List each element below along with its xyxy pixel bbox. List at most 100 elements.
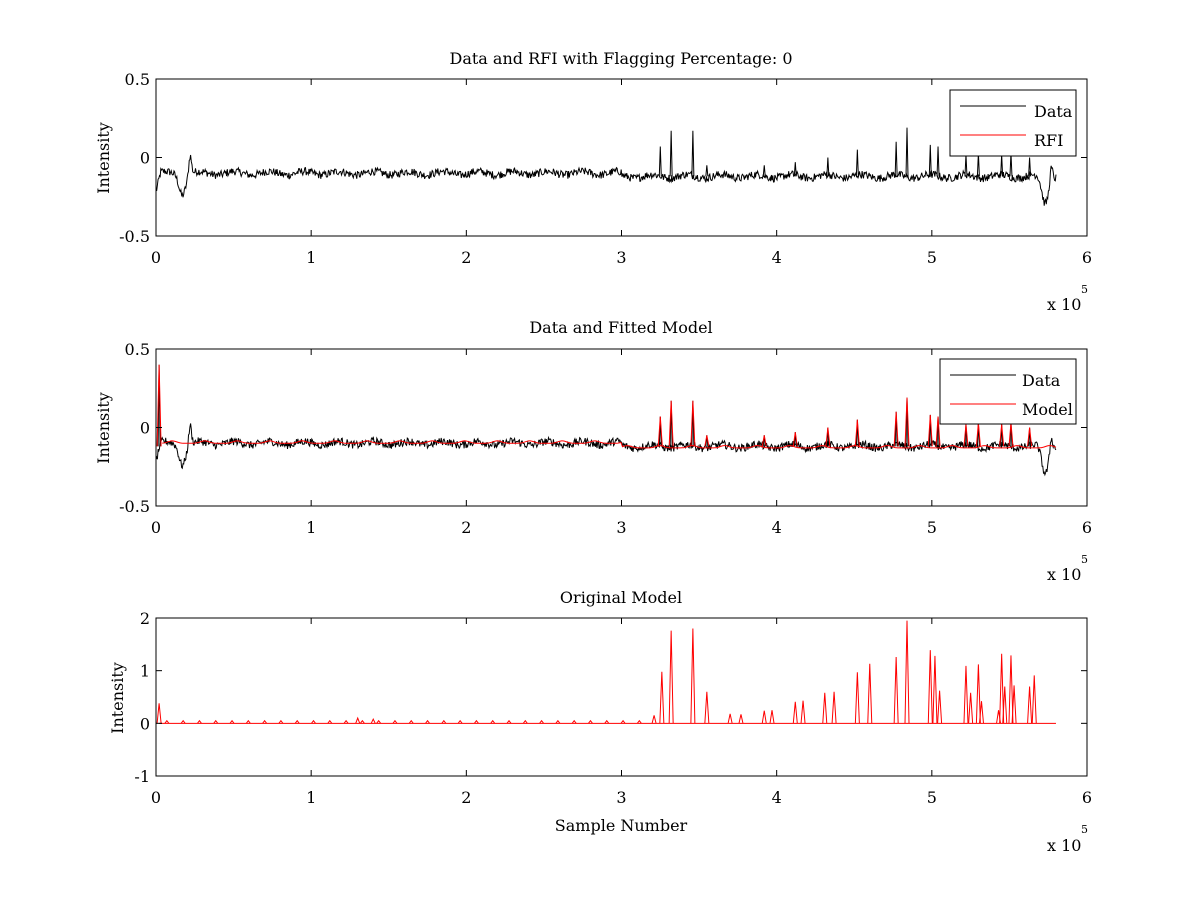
- x-multiplier-exponent: 5: [1081, 823, 1088, 836]
- model-spike: [999, 653, 1005, 724]
- data-spike: [658, 146, 662, 177]
- legend-box: [939, 358, 1077, 425]
- legend-label-rfi: RFI: [1034, 131, 1063, 150]
- model-spike: [1027, 427, 1033, 447]
- legend-label-model: Model: [1022, 400, 1073, 419]
- x-tick-label: 5: [927, 788, 937, 807]
- model-minor-peak: [441, 719, 447, 724]
- model-minor-peak: [522, 719, 528, 724]
- x-tick-label: 5: [927, 248, 937, 267]
- model-spike: [370, 717, 376, 724]
- data-spike: [826, 157, 830, 177]
- x-tick-label: 4: [772, 788, 782, 807]
- x-tick-label: 0: [151, 788, 161, 807]
- model-minor-peak: [278, 719, 284, 724]
- data-spike: [894, 141, 898, 177]
- data-spike: [705, 165, 709, 177]
- model-spike: [867, 663, 873, 724]
- model-spike: [1002, 686, 1008, 724]
- data-spike: [691, 130, 695, 177]
- data-spike: [762, 165, 766, 177]
- x-tick-label: 4: [772, 248, 782, 267]
- model-spike: [769, 710, 775, 724]
- model-spike: [1027, 686, 1033, 724]
- series-model-line: [162, 440, 1057, 449]
- model-minor-peak: [229, 719, 235, 724]
- model-minor-peak: [376, 719, 382, 724]
- x-tick-label: 2: [461, 248, 471, 267]
- model-minor-peak: [392, 719, 398, 724]
- legend-label-data: Data: [1034, 102, 1073, 121]
- x-tick-label: 2: [461, 518, 471, 537]
- model-spike: [825, 427, 831, 447]
- y-tick-label: 0.5: [125, 70, 150, 89]
- y-tick-label: 0: [140, 419, 150, 438]
- model-spike: [156, 703, 162, 724]
- data-spike: [936, 146, 940, 177]
- x-tick-label: 6: [1082, 788, 1092, 807]
- x-multiplier-base: x 10: [1047, 565, 1081, 584]
- x-tick-label: 2: [461, 788, 471, 807]
- model-spike: [738, 714, 744, 724]
- model-spike: [978, 701, 984, 724]
- model-minor-peak: [408, 719, 414, 724]
- model-spike: [937, 690, 943, 724]
- data-spike: [928, 144, 932, 177]
- x-tick-label: 5: [927, 518, 937, 537]
- y-tick-label: 0.5: [125, 340, 150, 359]
- model-minor-peak: [180, 719, 186, 724]
- model-spike: [968, 692, 974, 724]
- y-axis-label: Intensity: [94, 392, 113, 464]
- model-spike: [659, 671, 665, 724]
- model-minor-peak: [457, 719, 463, 724]
- model-minor-peak: [327, 719, 333, 724]
- model-minor-peak: [604, 719, 610, 724]
- model-minor-peak: [245, 719, 251, 724]
- x-tick-label: 3: [616, 788, 626, 807]
- x-tick-label: 1: [306, 788, 316, 807]
- data-spike: [855, 149, 859, 177]
- x-tick-label: 0: [151, 248, 161, 267]
- x-axis-label: Sample Number: [555, 816, 688, 835]
- x-multiplier-base: x 10: [1047, 836, 1081, 855]
- legend: Data Model: [939, 358, 1077, 425]
- model-minor-peak: [506, 719, 512, 724]
- model-spike: [927, 414, 933, 447]
- x-tick-label: 3: [616, 518, 626, 537]
- model-spike: [704, 435, 710, 447]
- model-spike: [975, 664, 981, 724]
- model-spike: [800, 700, 806, 724]
- model-spike: [963, 665, 969, 724]
- model-spike: [904, 620, 910, 724]
- x-tick-label: 3: [616, 248, 626, 267]
- model-spike: [935, 416, 941, 447]
- model-spike: [668, 400, 674, 447]
- model-minor-peak: [636, 719, 642, 724]
- data-spike: [793, 162, 797, 177]
- model-spike: [355, 716, 361, 724]
- legend-label-data: Data: [1022, 371, 1061, 390]
- model-spike: [792, 701, 798, 724]
- x-multiplier-base: x 10: [1047, 295, 1081, 314]
- data-spike: [669, 130, 673, 177]
- model-minor-peak: [343, 719, 349, 724]
- model-spike: [690, 400, 696, 447]
- y-tick-label: 0: [140, 714, 150, 733]
- model-spike: [927, 650, 933, 724]
- model-minor-peak: [555, 719, 561, 724]
- x-multiplier-exponent: 5: [1081, 553, 1088, 566]
- model-spike: [761, 710, 767, 724]
- model-spike: [854, 419, 860, 447]
- model-minor-peak: [164, 719, 170, 724]
- x-tick-label: 0: [151, 518, 161, 537]
- axis-ticks: 0 1 2 3 4 5 60.50-0.5: [119, 340, 1092, 537]
- x-tick-label: 1: [306, 518, 316, 537]
- model-minor-peak: [213, 719, 219, 724]
- panel-data-rfi: Data and RFI with Flagging Percentage: 0…: [94, 49, 1092, 314]
- model-minor-peak: [620, 719, 626, 724]
- model-spike: [727, 713, 733, 724]
- model-minor-peak: [294, 719, 300, 724]
- model-spike: [1008, 655, 1014, 724]
